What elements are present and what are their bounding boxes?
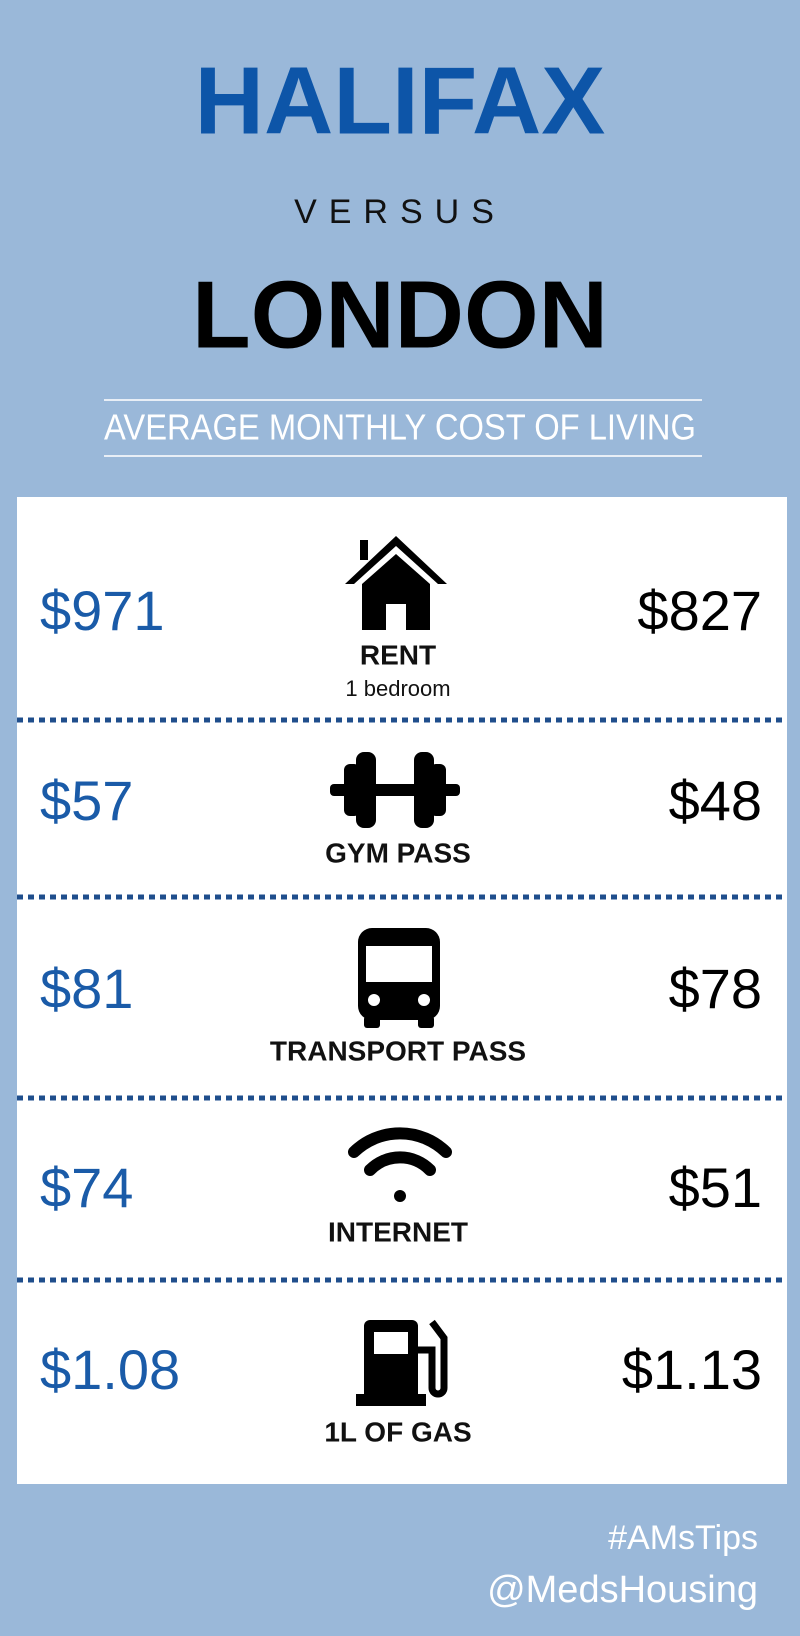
item-label: GYM PASS — [325, 837, 471, 868]
gas-icon — [356, 1319, 448, 1406]
item-note: 1 bedroom — [345, 676, 450, 701]
title: HALIFAX — [195, 47, 606, 154]
item-label: 1L OF GAS — [324, 1416, 471, 1447]
london-price: $78 — [669, 957, 762, 1020]
hashtag: #AMsTips — [608, 1519, 758, 1557]
halifax-price: $971 — [40, 579, 165, 642]
handle: @MedsHousing — [487, 1569, 758, 1611]
london-price: $1.13 — [622, 1338, 762, 1401]
dumbbell-icon — [330, 752, 460, 828]
wifi-icon — [348, 1127, 452, 1202]
london-price: $51 — [669, 1156, 762, 1219]
house-icon — [345, 536, 447, 630]
versus: VERSUS — [294, 193, 506, 231]
halifax-price: $81 — [40, 957, 133, 1020]
halifax-price: $1.08 — [40, 1338, 180, 1401]
subtitle: LONDON — [192, 261, 608, 368]
item-label: TRANSPORT PASS — [270, 1035, 526, 1066]
halifax-price: $57 — [40, 769, 133, 832]
london-price: $827 — [637, 579, 762, 642]
halifax-price: $74 — [40, 1156, 133, 1219]
bus-icon — [358, 928, 440, 1028]
caption: AVERAGE MONTHLY COST OF LIVING — [104, 407, 696, 448]
item-label: INTERNET — [328, 1216, 468, 1247]
item-label: RENT — [360, 639, 436, 670]
london-price: $48 — [669, 769, 762, 832]
